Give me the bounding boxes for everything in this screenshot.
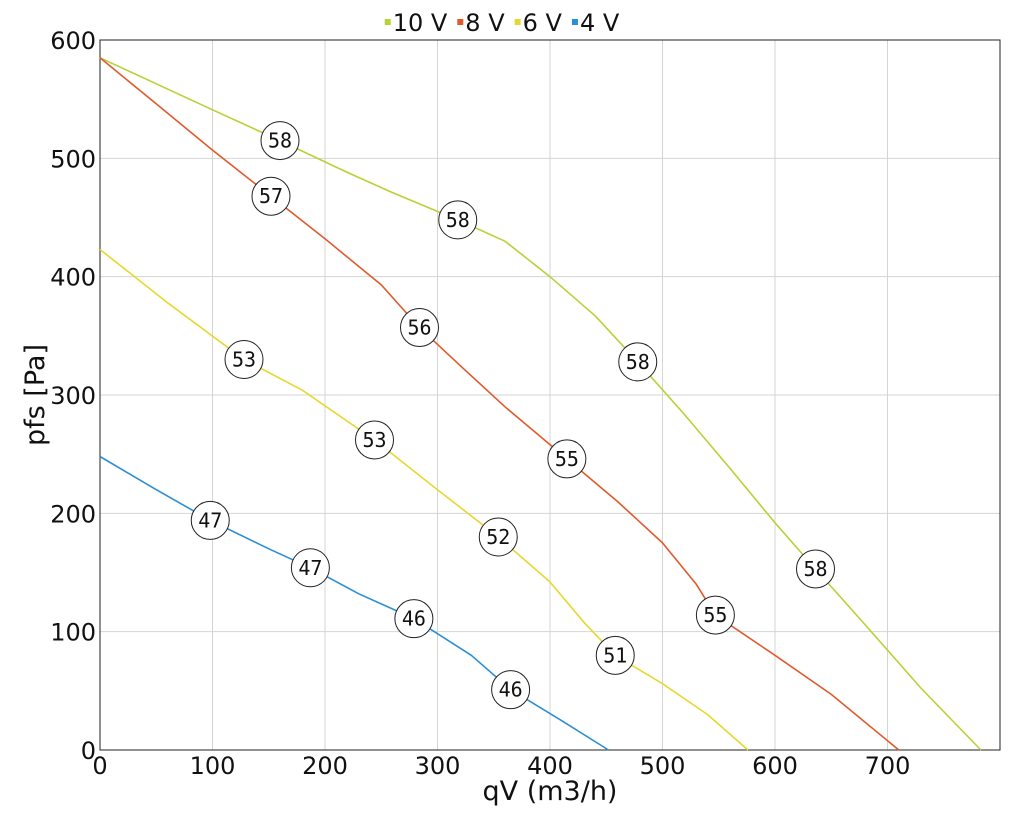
point-label-circle bbox=[796, 549, 835, 589]
point-label-text: 52 bbox=[486, 525, 510, 549]
point-label: 58 bbox=[618, 342, 658, 382]
point-labels: 58 58 58 58 57 56 55 55 53 53 52 51 47 47 46 46 bbox=[190, 121, 835, 710]
point-label-text: 46 bbox=[499, 678, 523, 702]
x-tick-label: 500 bbox=[640, 752, 686, 780]
point-label: 58 bbox=[260, 121, 300, 161]
series-line-3 bbox=[99, 455, 609, 751]
grid bbox=[99, 39, 1000, 751]
point-label: 51 bbox=[595, 635, 635, 675]
point-label: 46 bbox=[491, 670, 531, 710]
point-label-text: 51 bbox=[603, 643, 627, 667]
x-tick-label: 300 bbox=[415, 752, 461, 780]
legend-label: 8 V bbox=[465, 9, 505, 37]
point-label-circle bbox=[400, 308, 439, 348]
series-layer bbox=[99, 57, 982, 751]
point-label-circle bbox=[618, 342, 658, 382]
point-label-text: 58 bbox=[803, 557, 827, 581]
point-label-text: 46 bbox=[402, 607, 426, 631]
legend-swatch bbox=[571, 19, 578, 25]
x-tick-label: 400 bbox=[527, 752, 573, 780]
point-label-circle bbox=[595, 635, 635, 675]
x-tick-label: 200 bbox=[302, 752, 348, 780]
point-label-circle bbox=[394, 599, 434, 639]
point-label-text: 58 bbox=[268, 129, 292, 153]
point-label: 46 bbox=[394, 599, 434, 639]
x-axis-title: qV (m3/h) bbox=[483, 776, 618, 807]
point-label: 56 bbox=[400, 308, 439, 348]
legend-item: 8 V bbox=[457, 9, 505, 37]
point-label: 47 bbox=[190, 500, 230, 540]
point-label: 58 bbox=[796, 549, 835, 589]
legend-swatch bbox=[457, 19, 464, 25]
y-tick-label: 400 bbox=[50, 264, 96, 292]
point-label-text: 53 bbox=[362, 428, 386, 452]
point-label-text: 55 bbox=[703, 603, 727, 627]
point-label-text: 55 bbox=[555, 447, 579, 471]
point-label-circle bbox=[438, 200, 478, 240]
y-tick-label: 100 bbox=[50, 619, 96, 647]
y-tick-label: 500 bbox=[50, 145, 96, 173]
point-label-circle bbox=[547, 439, 587, 479]
legend: 10 V 8 V 6 V 4 V bbox=[384, 9, 620, 37]
x-tick-label: 0 bbox=[92, 752, 107, 780]
point-label-circle bbox=[290, 548, 330, 588]
point-label-circle bbox=[478, 517, 518, 557]
legend-swatch bbox=[384, 19, 391, 25]
point-label-text: 47 bbox=[298, 556, 322, 580]
legend-label: 6 V bbox=[523, 9, 563, 37]
point-label: 53 bbox=[355, 420, 394, 460]
point-label-circle bbox=[224, 340, 264, 379]
point-label: 47 bbox=[290, 548, 330, 588]
y-tick-label: 0 bbox=[81, 737, 96, 765]
point-label-circle bbox=[695, 595, 735, 635]
y-tick-label: 300 bbox=[50, 382, 96, 410]
point-label-text: 58 bbox=[626, 350, 650, 374]
plot-frame bbox=[99, 39, 1001, 751]
point-label-text: 58 bbox=[446, 208, 470, 232]
point-label-text: 56 bbox=[407, 316, 431, 340]
point-label-text: 53 bbox=[232, 348, 256, 372]
point-label-circle bbox=[190, 500, 230, 540]
point-label: 52 bbox=[478, 517, 518, 557]
x-tick-label: 700 bbox=[865, 752, 911, 780]
point-label: 58 bbox=[438, 200, 478, 240]
series-line-1 bbox=[99, 57, 900, 751]
point-label-circle bbox=[355, 420, 394, 460]
x-tick-label: 100 bbox=[190, 752, 236, 780]
x-tick-label: 600 bbox=[752, 752, 798, 780]
tick-labels: 0 100 200 300 400 500 600 700 0 100 200 300 400 500 60… bbox=[50, 27, 910, 780]
legend-swatch bbox=[514, 19, 521, 25]
point-label: 57 bbox=[251, 176, 291, 216]
legend-item: 6 V bbox=[514, 9, 563, 37]
point-label-circle bbox=[491, 670, 531, 710]
point-label: 55 bbox=[695, 595, 735, 635]
y-axis-title: pfs [Pa] bbox=[20, 344, 51, 446]
point-label: 53 bbox=[224, 340, 264, 379]
y-tick-label: 600 bbox=[50, 27, 96, 55]
legend-item: 4 V bbox=[571, 9, 620, 37]
point-label-circle bbox=[260, 121, 300, 161]
legend-item: 10 V bbox=[384, 9, 448, 37]
point-label-text: 47 bbox=[198, 508, 222, 532]
point-label: 55 bbox=[547, 439, 587, 479]
legend-label: 10 V bbox=[393, 9, 448, 37]
y-tick-label: 200 bbox=[50, 500, 96, 528]
series-line-0 bbox=[99, 57, 982, 751]
point-label-circle bbox=[251, 176, 291, 216]
point-label-text: 57 bbox=[259, 184, 283, 208]
legend-label: 4 V bbox=[580, 9, 620, 37]
